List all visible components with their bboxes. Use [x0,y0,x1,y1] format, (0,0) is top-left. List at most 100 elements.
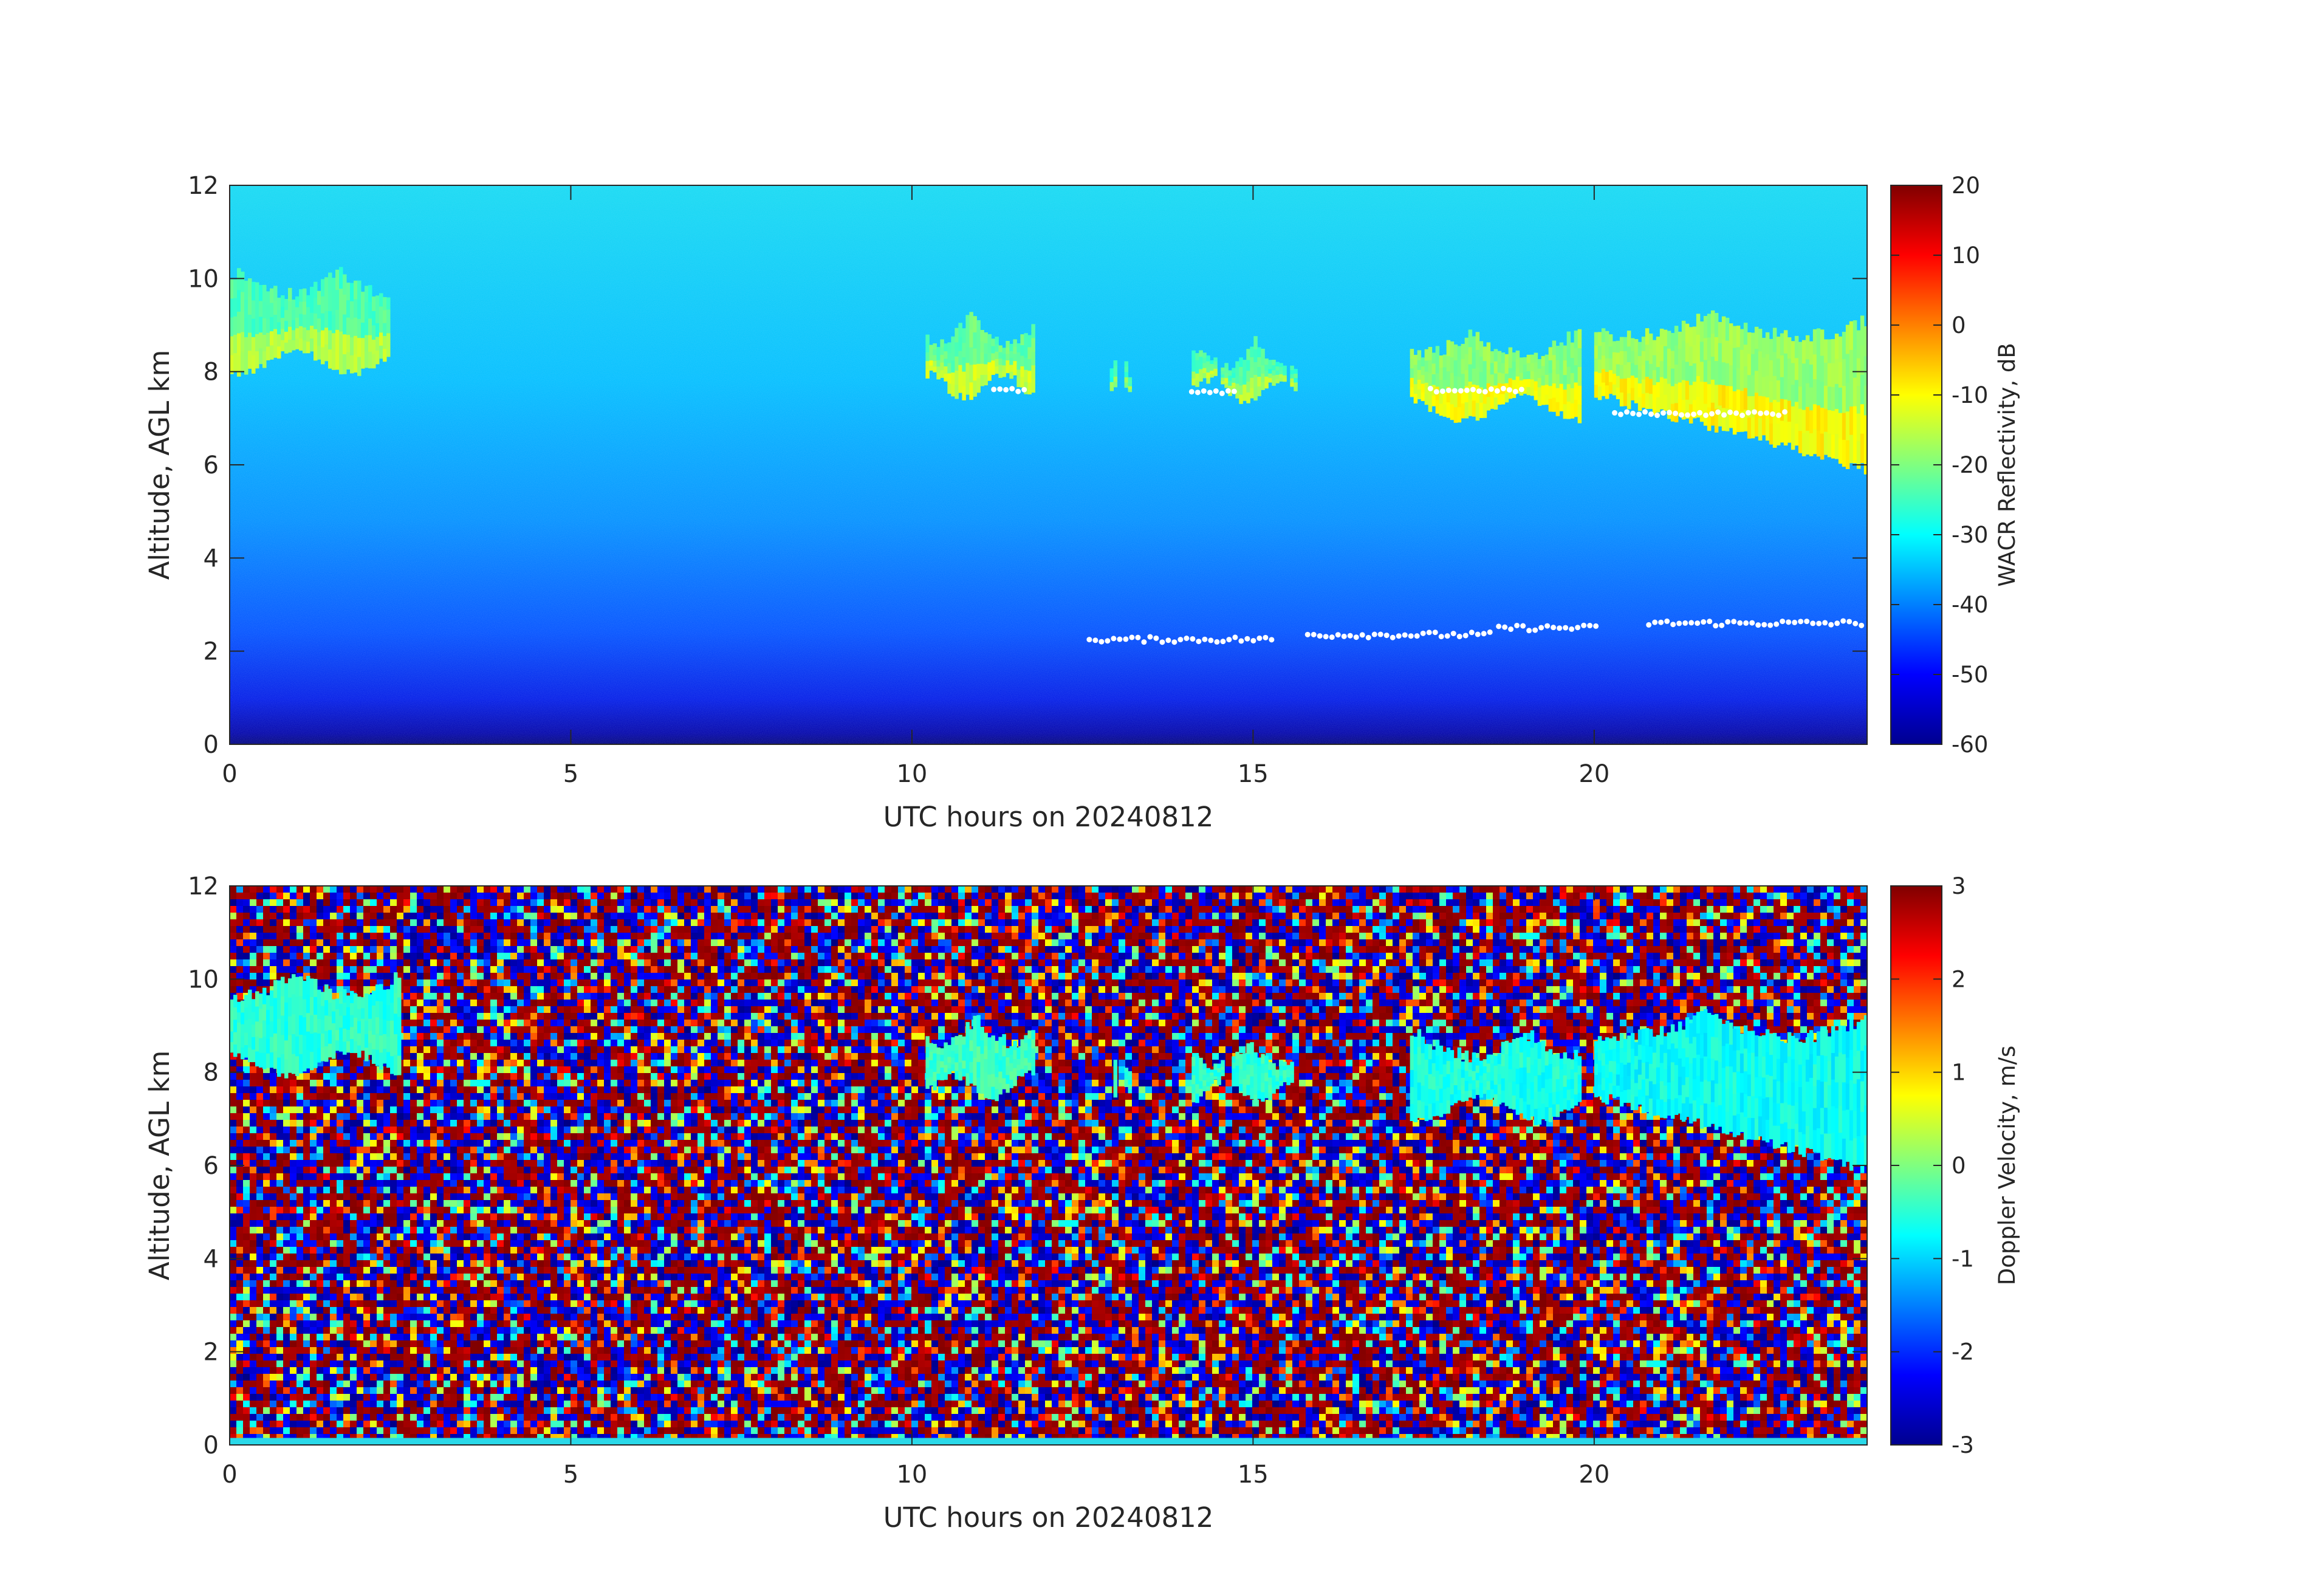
cloud-cell [284,342,289,354]
cloud-cell [386,297,391,310]
white-marker [1190,636,1196,642]
cloud-cell [1541,1040,1546,1057]
cloud-cell [1674,326,1679,346]
cloud-cell [1597,1060,1602,1073]
cloud-cell [1283,1062,1287,1066]
cloud-cell [1548,1063,1553,1079]
cloud-cell [1845,411,1850,441]
cloud-cell [1827,363,1832,387]
x-tick-label: 15 [1238,760,1269,788]
cloud-cell [1761,1119,1766,1141]
cloud-cell [936,1047,941,1054]
cloud-cell [962,371,966,386]
cloud-cell [339,352,343,375]
cloud-cell [372,1020,376,1035]
cloud-cell [1769,1075,1774,1097]
cloud-cell [1634,1096,1639,1110]
cloud-cell [955,370,959,385]
cloud-cell [1031,324,1035,338]
cloud-cell [1860,1020,1865,1051]
cloud-cell [1809,364,1814,388]
cloud-cell [1831,1026,1836,1053]
cloud-cell [1619,378,1624,393]
cloud-cell [237,354,241,377]
cloud-cell [1688,365,1693,385]
cloud-cell [288,301,292,314]
cloud-cell [1725,317,1730,341]
cloud-cell [270,331,274,346]
cloud-cell [284,1002,289,1022]
cloud-cell [1634,339,1639,352]
cloud-cell [1842,1110,1846,1139]
cloud-cell [929,345,933,351]
cloud-cell [1555,346,1560,360]
white-marker [1658,619,1664,625]
cloud-cell [1202,1063,1207,1069]
cloud-cell [1213,1075,1218,1080]
cloud-cell [1290,1078,1294,1083]
cloud-cell [394,1054,398,1075]
doppler-colorbar-label: Doppler Velocity, m/s [1994,1046,2020,1286]
cloud-cell [1820,381,1825,408]
cloud-cell [955,356,959,371]
cloud-cell [354,299,358,318]
cloud-cell [1530,354,1535,363]
cloud-cell [1286,1065,1291,1069]
cloud-cell [1113,1067,1118,1075]
cloud-cell [947,383,951,394]
cloud-cell [936,372,941,380]
cloud-cell [1541,355,1546,366]
cloud-cell [1264,376,1269,383]
cloud-cell [955,341,959,357]
cloud-cell [1410,1035,1414,1053]
cloud-cell [1559,1090,1564,1102]
white-marker [1232,634,1238,640]
cloud-cell [1630,1033,1635,1049]
cloud-cell [1439,355,1444,368]
cloud-cell [324,1000,329,1016]
cloud-cell [1678,365,1682,383]
cloud-cell [998,358,1003,365]
cloud-cell [1783,1082,1788,1103]
cloud-cell [1626,1089,1631,1103]
cloud-cell [933,1043,937,1054]
cloud-cell [346,1018,351,1030]
white-marker [1642,409,1648,415]
cloud-cell [1619,1062,1624,1077]
cloud-cell [248,989,252,1005]
cloud-cell [965,331,970,348]
cloud-cell [255,991,259,1007]
cloud-cell [1439,379,1444,392]
cloud-cell [1616,340,1620,353]
cloud-cell [1714,1083,1719,1107]
cloud-cell [1608,1083,1613,1095]
cloud-cell [1268,373,1272,379]
cloud-cell [1544,1106,1549,1121]
cloud-cell [951,336,955,349]
cloud-cell [1816,379,1821,406]
white-marker [1438,634,1444,640]
cloud-cell [1128,389,1133,393]
white-marker [1630,410,1636,416]
cloud-cell [1424,349,1429,361]
cloud-cell [1634,365,1639,378]
cloud-cell [1740,390,1744,412]
cloud-cell [1718,363,1722,385]
cloud-cell [1736,346,1741,369]
cloud-cell [1845,382,1850,412]
cloud-cell [1228,370,1232,376]
cloud-cell [1809,1054,1814,1078]
white-marker [1359,632,1365,638]
cloud-cell [281,317,285,329]
cloud-cell [944,1049,948,1058]
cloud-cell [1272,365,1276,371]
cloud-cell [1128,1088,1133,1094]
cloud-cell [1428,360,1433,374]
cloud-cell [281,328,285,340]
colorbar-tick-label: -50 [1952,662,1988,688]
cloud-cell [1124,377,1129,383]
cloud-cell [1442,1051,1447,1065]
cloud-cell [1827,1133,1832,1158]
cloud-cell [1626,331,1631,347]
cloud-cell [1570,1069,1575,1080]
